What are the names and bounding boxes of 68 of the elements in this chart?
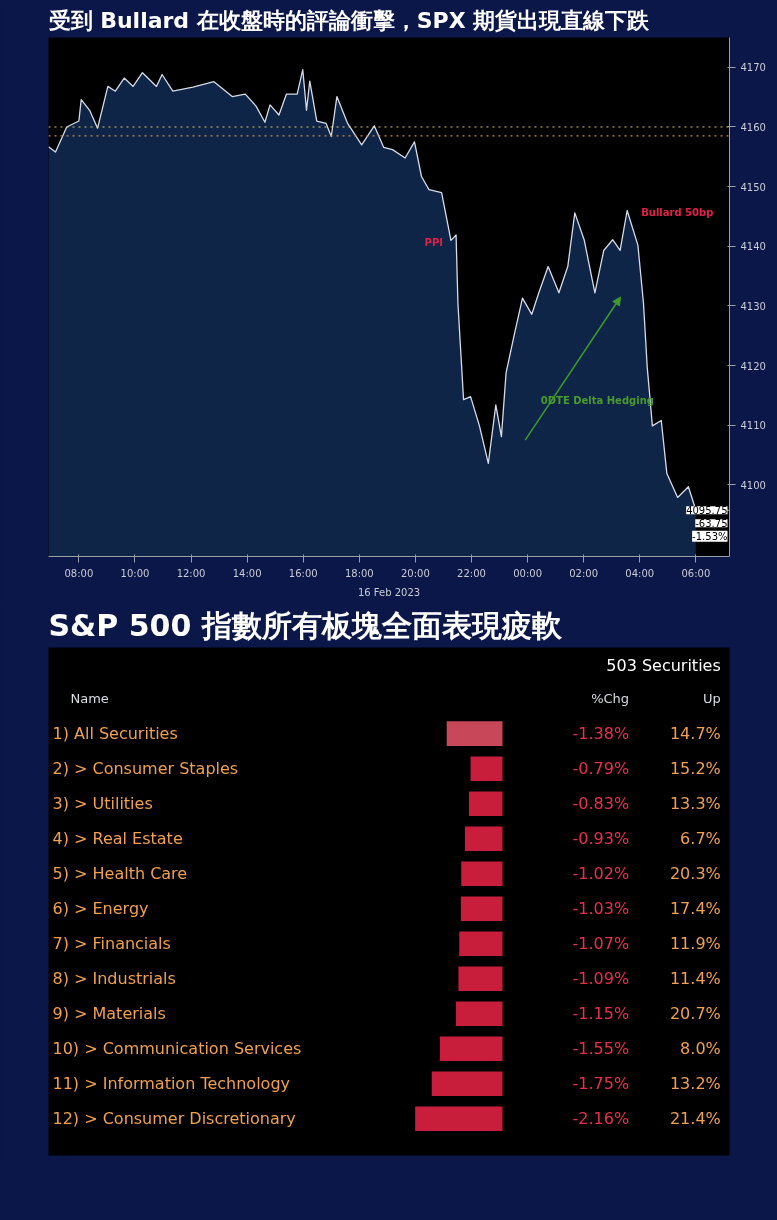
y-tick-label: 2) > Consumer Staples <box>52 759 239 779</box>
annotation: -1.53% <box>692 530 728 542</box>
x-tick-label: 00:00 <box>513 567 542 579</box>
y-tick-label: 4140 <box>740 241 766 253</box>
text: 13.2% <box>669 1074 721 1094</box>
y-tick-label: 8) > Industrials <box>52 969 176 989</box>
data-label: -0.83% <box>572 794 630 814</box>
x-axis-title: 16 Feb 2023 <box>357 586 421 598</box>
y-tick-label: 12) > Consumer Discretionary <box>52 1109 296 1129</box>
y-tick-label: 1) All Securities <box>52 724 178 744</box>
text: 21.4% <box>669 1109 721 1129</box>
data-label: -2.16% <box>572 1109 630 1129</box>
data-label: -0.79% <box>572 759 630 779</box>
y-tick-label: 4120 <box>740 360 766 372</box>
text: %Chg <box>591 691 630 707</box>
x-tick-label: 16:00 <box>288 567 318 579</box>
y-tick-label: 10) > Communication Services <box>52 1039 302 1059</box>
data-label: -1.15% <box>572 1004 630 1024</box>
y-tick-label: 6) > Energy <box>52 899 149 919</box>
text: 14.7% <box>669 724 721 744</box>
ref-line-label: 4095.75 <box>686 505 728 517</box>
text: 17.4% <box>669 899 721 919</box>
data-label: -1.07% <box>572 934 630 954</box>
data-label: -1.02% <box>572 864 630 884</box>
x-tick-label: 22:00 <box>457 567 486 579</box>
x-tick-label: 08:00 <box>64 567 94 579</box>
x-tick-label: 10:00 <box>120 567 150 579</box>
y-tick-label: 4170 <box>740 62 766 74</box>
annotation: -63.75 <box>695 518 728 530</box>
text: 11.9% <box>669 934 721 954</box>
text: 6.7% <box>680 829 721 849</box>
data-label: -1.38% <box>572 724 630 744</box>
y-tick-label: 4150 <box>740 181 766 193</box>
text: 13.3% <box>669 794 721 814</box>
y-axis-title: Name <box>70 691 109 707</box>
y-tick-label: 4) > Real Estate <box>52 829 183 849</box>
y-tick-label: 7) > Financials <box>52 934 171 954</box>
x-tick-label: 04:00 <box>625 567 655 579</box>
text: 503 Securities <box>606 655 721 675</box>
y-tick-label: 3) > Utilities <box>52 794 153 814</box>
annotation: PPI <box>424 236 443 248</box>
chart-title: 受到 Bullard 在收盤時的評論衝擊，SPX 期貨出現直線下跌 <box>48 7 651 33</box>
annotation: Bullard 50bp <box>641 207 714 218</box>
x-tick-label: 14:00 <box>232 567 262 579</box>
text: 15.2% <box>669 759 721 779</box>
x-tick-label: 18:00 <box>344 567 374 579</box>
text: 20.7% <box>669 1004 721 1024</box>
text: 8.0% <box>680 1039 721 1059</box>
y-tick-label: 4110 <box>740 420 766 432</box>
y-tick-label: 4130 <box>740 300 766 312</box>
y-tick-label: 4160 <box>740 121 766 133</box>
y-tick-label: 5) > Health Care <box>52 864 188 884</box>
text: 20.3% <box>669 864 721 884</box>
data-label: -1.55% <box>572 1039 630 1059</box>
y-tick-label: 9) > Materials <box>52 1004 166 1024</box>
chart-title: S&P 500 指數所有板塊全面表現疲軟 <box>48 607 563 643</box>
data-label: -1.09% <box>572 969 630 989</box>
y-tick-label: 11) > Information Technology <box>52 1074 291 1094</box>
x-tick-label: 06:00 <box>681 567 711 579</box>
x-tick-label: 02:00 <box>569 567 599 579</box>
y-tick-label: 4100 <box>740 479 766 491</box>
data-label: -0.93% <box>572 829 630 849</box>
text: 11.4% <box>669 969 721 989</box>
data-label: -1.75% <box>572 1074 630 1094</box>
data-label: -1.03% <box>572 899 630 919</box>
x-tick-label: 12:00 <box>176 567 206 579</box>
text: Up <box>703 691 721 707</box>
x-tick-label: 20:00 <box>401 567 430 579</box>
